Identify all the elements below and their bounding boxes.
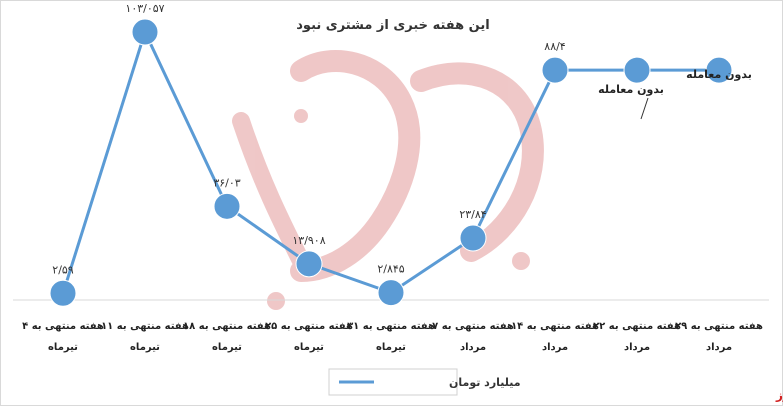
brand-label: بورس نیوز (775, 388, 783, 403)
data-point (459, 224, 487, 252)
data-point (295, 250, 323, 278)
data-label: ۲۳/۸۴ (459, 208, 486, 221)
data-point (49, 279, 77, 307)
x-tick-label: هفته منتهی به ۱۱ تیرماه (101, 321, 189, 353)
x-tick-label: هفته منتهی به ۱۸ تیرماه (183, 321, 271, 353)
data-label: ۸۸/۴ (544, 40, 566, 53)
x-tick-label: هفته منتهی به ۴ تیرماه (22, 321, 104, 353)
chart-title: این هفته خبری از مشتری نبود (296, 18, 489, 33)
x-tick-label: هفته منتهی به ۲۵ تیرماه (265, 321, 353, 353)
data-point (213, 192, 241, 220)
x-tick-label: هفته منتهی به ۳۱ تیرماه (347, 321, 435, 353)
data-label: ۱۰۳/۰۵۷ (125, 2, 164, 15)
data-point (705, 56, 733, 84)
legend: میلیارد تومان (328, 368, 521, 396)
data-label: ۲/۸۴۵ (377, 263, 404, 276)
x-tick-label: هفته منتهی به ۲۲ مرداد (593, 321, 681, 353)
x-tick-label: هفته منتهی به ۲۹ مرداد (675, 321, 763, 353)
data-label: ۲/۵۹ (52, 263, 74, 276)
x-tick-label: هفته منتهی به ۷ مرداد (432, 321, 514, 353)
data-point (377, 279, 405, 307)
watermark-logo (232, 50, 544, 310)
annotation-no-trade-1: بدون معامله (686, 68, 752, 81)
data-point (131, 18, 159, 46)
data-point (541, 56, 569, 84)
x-tick-label: هفته منتهی به ۱۴ مرداد (511, 321, 599, 353)
data-labels: ۲/۵۹ ۱۰۳/۰۵۷ ۳۶/۰۳ ۱۳/۹۰۸ ۲/۸۴۵ ۲۳/۸۴ ۸۸/۴ (52, 2, 566, 276)
series-layer (49, 18, 733, 307)
data-label: ۳۶/۰۳ (213, 176, 240, 189)
data-label: ۱۳/۹۰۸ (292, 234, 325, 247)
data-point (623, 56, 651, 84)
annotation-leader-line (640, 97, 649, 120)
annotation-no-trade-2: بدون معامله (598, 83, 664, 96)
legend-label: میلیارد تومان (449, 376, 521, 389)
